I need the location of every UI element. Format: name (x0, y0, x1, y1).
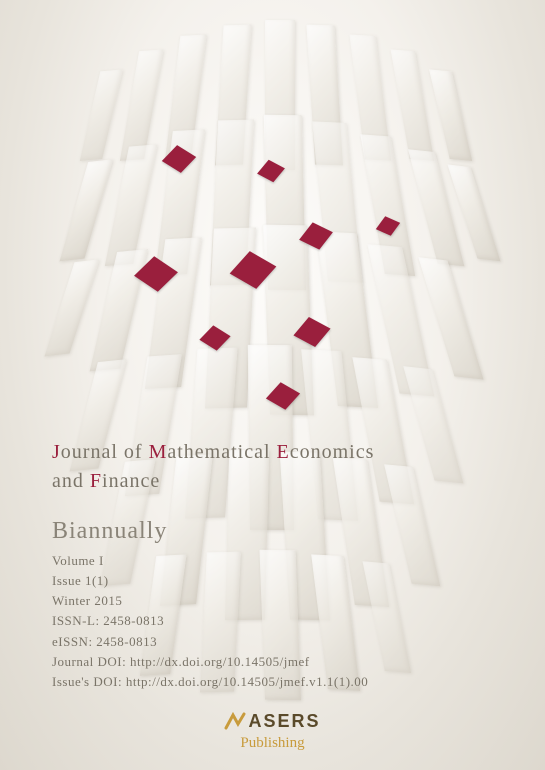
publisher-sub: Publishing (0, 735, 545, 752)
issue-meta: Volume I Issue 1(1) Winter 2015 ISSN-L: … (52, 551, 374, 692)
journal-cover: Journal of Mathematical Economicsand Fin… (0, 0, 545, 770)
publisher-icon (224, 712, 246, 730)
meta-issue-doi: Issue's DOI: http://dx.doi.org/10.14505/… (52, 672, 374, 692)
publisher-block: ASERS Publishing (0, 711, 545, 753)
meta-journal-doi: Journal DOI: http://dx.doi.org/10.14505/… (52, 652, 374, 672)
journal-title: Journal of Mathematical Economicsand Fin… (52, 438, 374, 496)
meta-issue: Issue 1(1) (52, 571, 374, 591)
publisher-name: ASERS (248, 711, 320, 732)
meta-eissn: eISSN: 2458-0813 (52, 632, 374, 652)
meta-volume: Volume I (52, 551, 374, 571)
meta-issn-l: ISSN-L: 2458-0813 (52, 611, 374, 631)
publisher-logo: ASERS (224, 711, 320, 732)
frequency: Biannually (52, 518, 374, 545)
cover-text-block: Journal of Mathematical Economicsand Fin… (52, 438, 374, 692)
meta-date: Winter 2015 (52, 591, 374, 611)
